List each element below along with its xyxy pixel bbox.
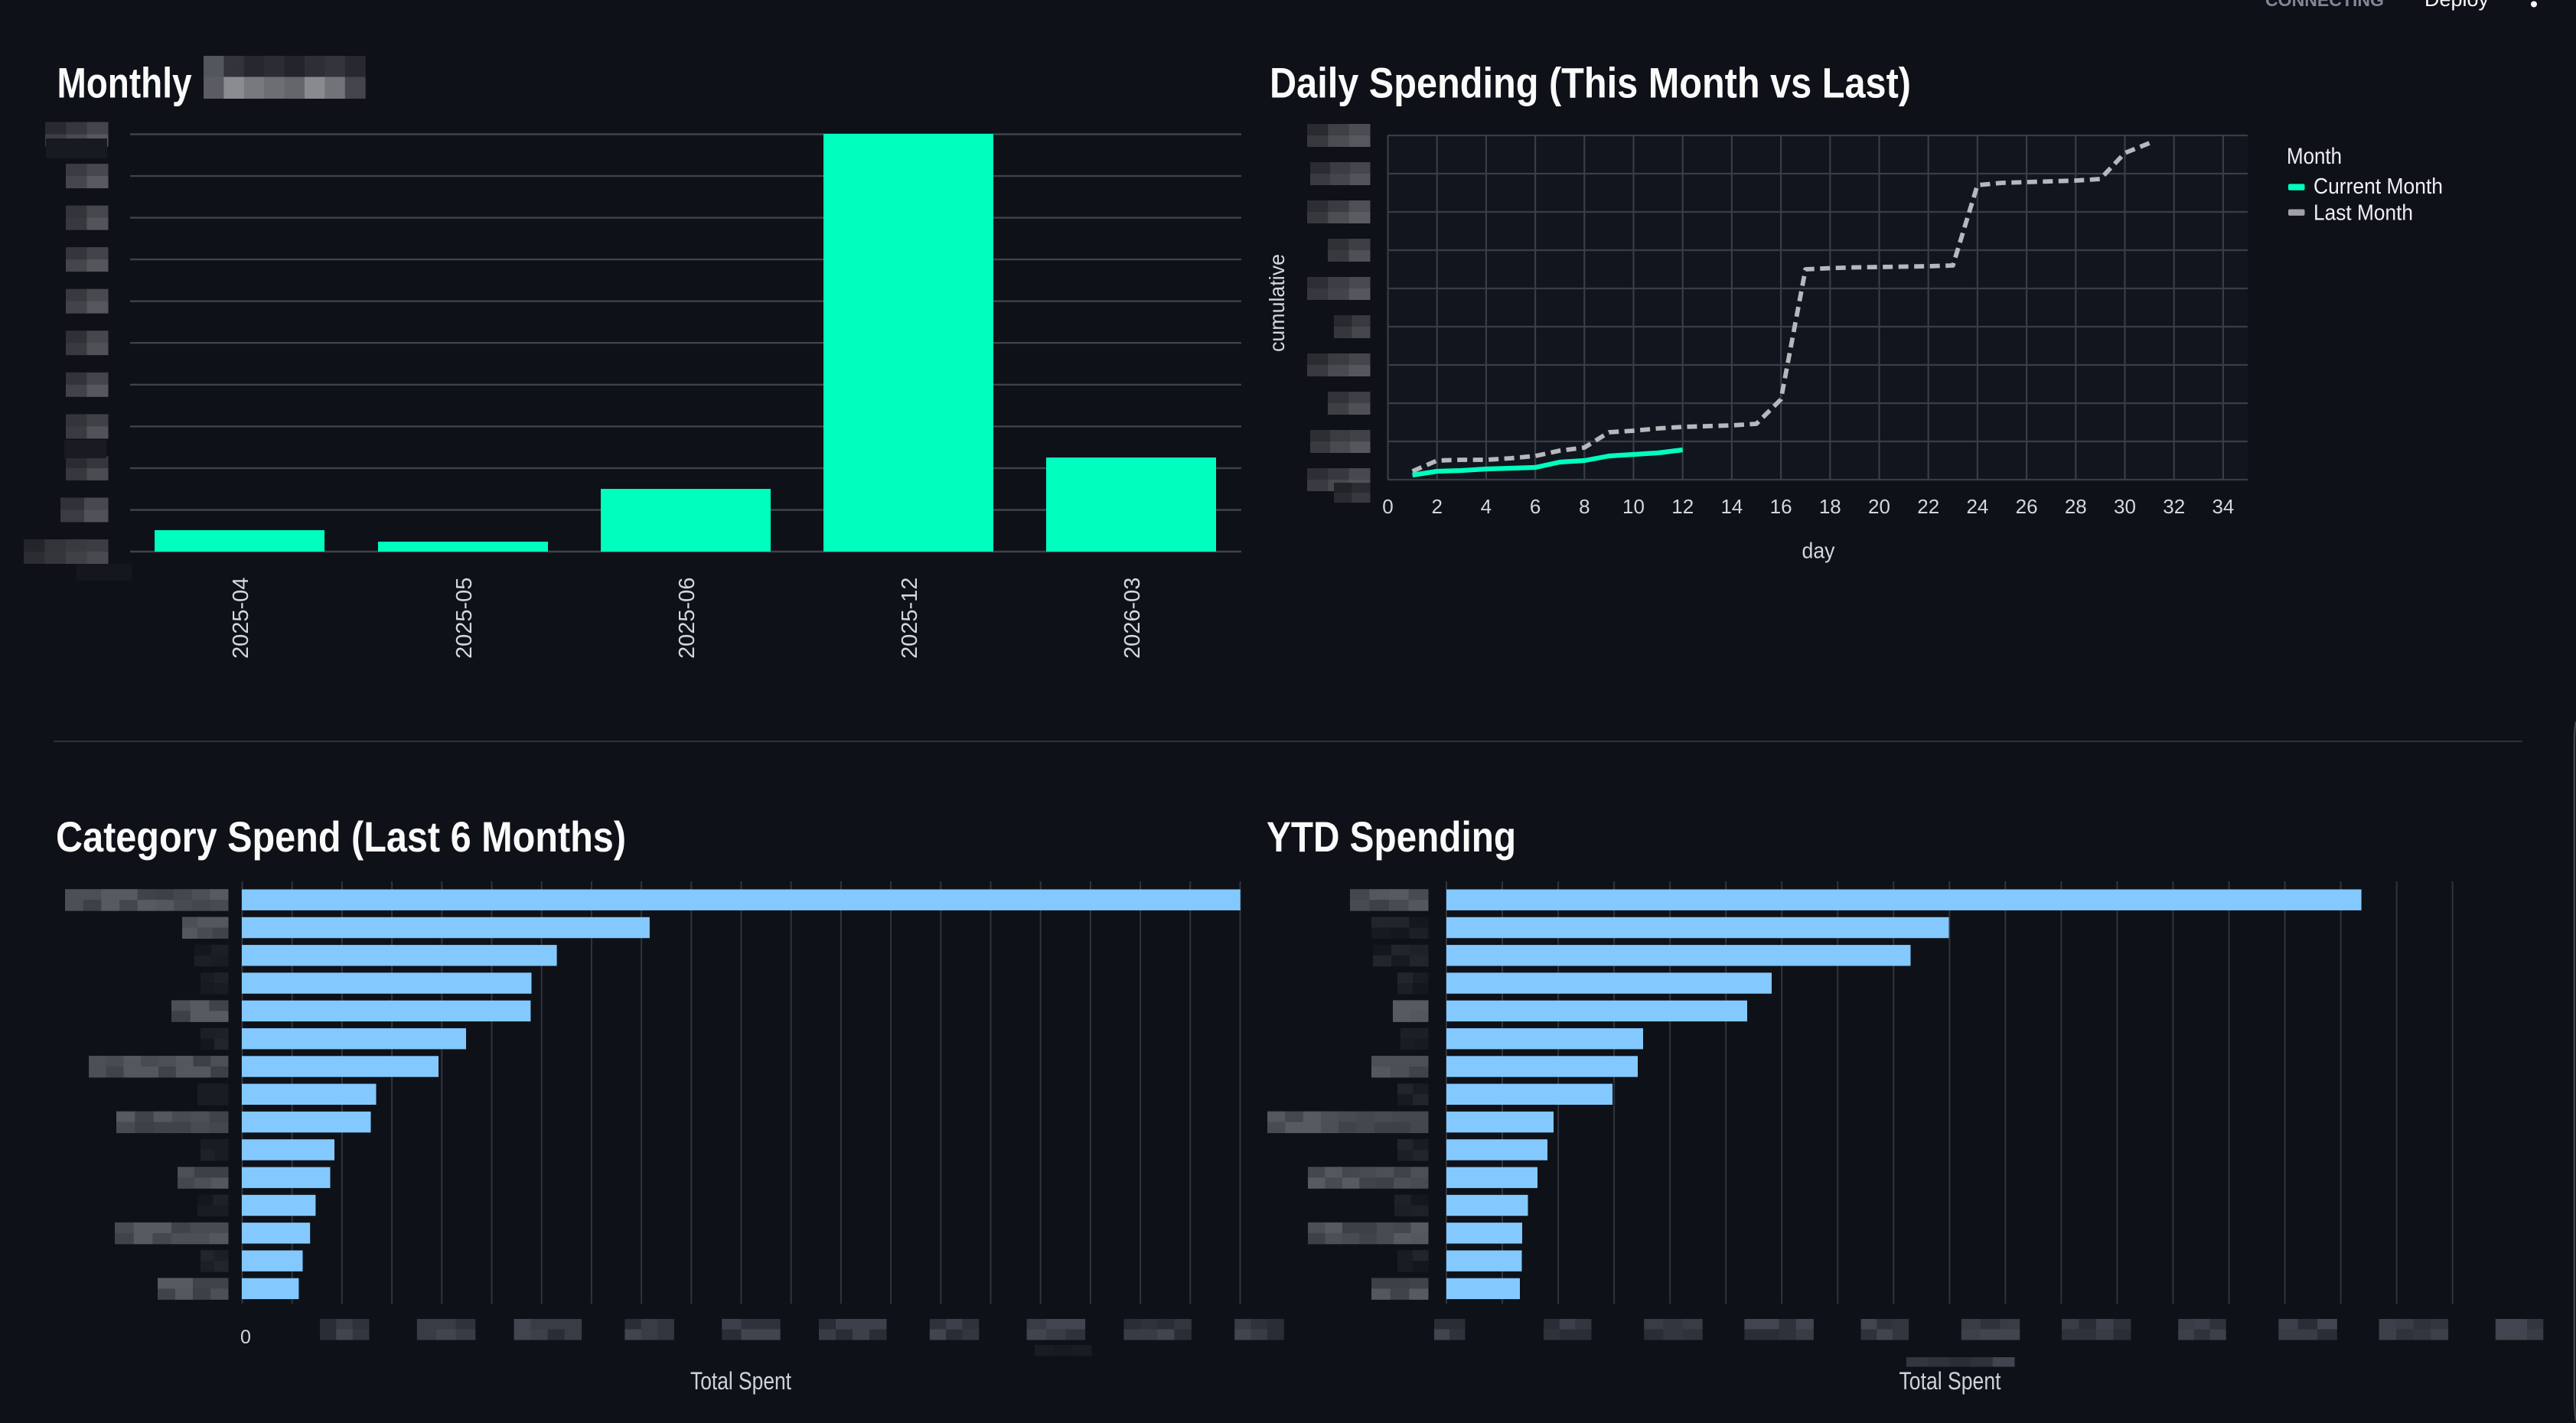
svg-text:10: 10	[1622, 495, 1645, 518]
svg-text:2025-05: 2025-05	[452, 578, 477, 659]
svg-text:day: day	[1802, 539, 1835, 564]
svg-text:Daily Spending (This Month vs: Daily Spending (This Month vs Last)	[1270, 59, 1911, 107]
svg-text:0: 0	[1382, 495, 1393, 518]
svg-text:16: 16	[1770, 495, 1792, 518]
svg-text:2026-03: 2026-03	[1120, 578, 1145, 659]
svg-text:Monthly: Monthly	[57, 59, 192, 107]
svg-text:Total Spent: Total Spent	[1899, 1367, 2001, 1395]
svg-text:cumulative: cumulative	[1265, 254, 1289, 352]
svg-text:2025-04: 2025-04	[229, 578, 253, 659]
svg-text:8: 8	[1579, 495, 1590, 518]
svg-text:6: 6	[1530, 495, 1541, 518]
svg-text:32: 32	[2163, 495, 2185, 518]
svg-text:Current Month: Current Month	[2314, 174, 2443, 199]
svg-text:4: 4	[1481, 495, 1492, 518]
svg-text:18: 18	[1819, 495, 1841, 518]
svg-text:20: 20	[1868, 495, 1890, 518]
svg-text:2025-12: 2025-12	[898, 578, 922, 659]
svg-text:26: 26	[2016, 495, 2038, 518]
svg-text:CONNECTING: CONNECTING	[2265, 0, 2384, 10]
svg-text:28: 28	[2065, 495, 2087, 518]
svg-text:0: 0	[240, 1327, 251, 1348]
svg-text:Month: Month	[2287, 144, 2342, 169]
svg-text:30: 30	[2114, 495, 2136, 518]
svg-text:34: 34	[2212, 495, 2234, 518]
svg-text:Deploy: Deploy	[2424, 0, 2490, 11]
svg-text:YTD Spending: YTD Spending	[1267, 812, 1516, 861]
svg-text:Last Month: Last Month	[2314, 201, 2413, 226]
svg-text:24: 24	[1966, 495, 1988, 518]
svg-text:2025-06: 2025-06	[675, 578, 699, 659]
svg-text:12: 12	[1671, 495, 1694, 518]
svg-text:Total Spent: Total Spent	[690, 1367, 791, 1395]
svg-text:14: 14	[1720, 495, 1743, 518]
svg-text:Category Spend (Last 6 Months): Category Spend (Last 6 Months)	[56, 812, 626, 861]
svg-text:2: 2	[1431, 495, 1442, 518]
svg-text:22: 22	[1917, 495, 1939, 518]
